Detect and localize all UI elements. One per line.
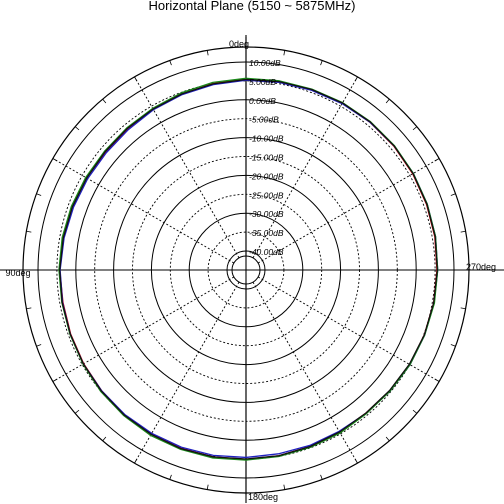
outer-tick [102, 98, 107, 104]
ring-label: -40.00dB [249, 247, 284, 257]
angle-label-right: 270deg [466, 262, 496, 272]
spoke-line [134, 281, 240, 464]
outer-tick [169, 60, 172, 66]
angle-label-top: 0deg [229, 39, 249, 49]
ring-label: -15.00dB [249, 153, 284, 163]
angle-label-bottom: 180deg [248, 492, 278, 502]
outer-tick [412, 126, 418, 131]
outer-tick [169, 474, 172, 480]
outer-tick [102, 436, 107, 442]
outer-tick [412, 409, 418, 414]
spoke-line [252, 76, 358, 259]
ring-label: -25.00dB [249, 190, 284, 200]
outer-tick [283, 484, 286, 490]
spoke-line [52, 276, 235, 382]
ring-label: 0.00dB [249, 96, 276, 106]
outer-tick [450, 193, 456, 196]
outer-tick [460, 307, 466, 310]
outer-tick [460, 230, 466, 233]
outer-tick [385, 436, 390, 442]
ring-labels: 10.00dB 5.00dB 0.00dB -5.00dB -10.00dB -15.00… [249, 58, 284, 257]
angle-label-left: 90deg [5, 268, 30, 278]
ring-label: 10.00dB [249, 58, 281, 68]
spoke-line [252, 281, 358, 464]
ring-label: -10.00dB [249, 134, 284, 144]
polar-grid [0, 35, 504, 503]
outer-tick [206, 50, 209, 56]
ring-label: -5.00dB [249, 115, 279, 125]
outer-tick [36, 193, 42, 196]
outer-tick [385, 98, 390, 104]
outer-tick [283, 50, 286, 56]
spoke-line [52, 158, 235, 264]
outer-tick [320, 474, 323, 480]
series-line-3 [59, 78, 438, 460]
outer-tick [74, 409, 80, 414]
outer-tick [26, 230, 32, 233]
spoke-line [257, 158, 440, 264]
chart-title: Horizontal Plane (5150 ~ 5875MHz) [148, 0, 355, 13]
outer-tick [206, 484, 209, 490]
outer-tick [74, 126, 80, 131]
series-layer [58, 77, 439, 461]
ring-label: -35.00dB [249, 228, 284, 238]
ring-label: -20.00dB [249, 171, 284, 181]
spoke-line [134, 76, 240, 259]
ring-label: -30.00dB [249, 209, 284, 219]
outer-tick [320, 60, 323, 66]
outer-tick [450, 344, 456, 347]
ring-label: 5.00dB [249, 77, 276, 87]
axis-labels: 0deg 90deg 270deg 180deg [5, 39, 496, 502]
spoke-line [257, 276, 440, 382]
outer-tick [26, 307, 32, 310]
outer-tick [36, 344, 42, 347]
